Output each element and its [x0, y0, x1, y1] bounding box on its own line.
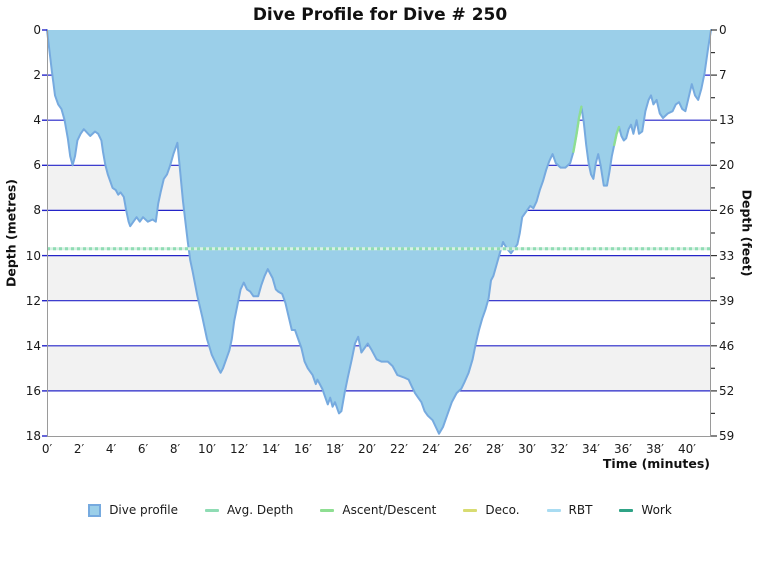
legend-swatch-line	[463, 508, 478, 512]
x-tick-label: 32′	[550, 442, 568, 456]
x-tick-label: 16′	[294, 442, 312, 456]
x-tick-label: 10′	[198, 442, 216, 456]
y-left-tick-label: 0	[33, 23, 41, 37]
y-right-tick-label: 33	[719, 248, 735, 263]
y-left-axis-label: Depth (metres)	[3, 178, 19, 288]
y-right-tick-label: 46	[719, 338, 735, 353]
y-right-tick-label: 59	[719, 429, 735, 443]
y-left-tick-label: 4	[33, 113, 41, 128]
y-left-tick-label: 6	[33, 158, 41, 173]
legend-swatch-line	[204, 508, 219, 512]
x-tick-label: 26′	[454, 442, 472, 456]
x-tick-label: 22′	[390, 442, 408, 456]
x-axis-label: Time (minutes)	[602, 456, 710, 471]
legend-item-rbt: RBT	[546, 503, 593, 517]
legend-item-dive-profile: Dive profile	[88, 503, 178, 517]
y-left-tick-label: 16	[25, 383, 41, 398]
x-tick-label: 24′	[422, 442, 440, 456]
x-tick-label: 28′	[486, 442, 504, 456]
y-right-tick-label: 13	[719, 113, 735, 128]
legend-item-deco: Deco.	[463, 503, 520, 517]
y-left-tick-label: 14	[25, 338, 41, 353]
x-tick-label: 2′	[73, 442, 85, 456]
legend-swatch-line	[546, 508, 561, 512]
page-title: Dive Profile for Dive # 250	[252, 5, 508, 25]
x-tick-label: 18′	[326, 442, 344, 456]
legend-item-ascent-descent: Ascent/Descent	[320, 503, 436, 517]
y-right-tick-label: 0	[719, 23, 727, 37]
y-right-tick-label: 20	[719, 158, 735, 173]
legend-label: Dive profile	[109, 503, 178, 517]
legend-label: Ascent/Descent	[342, 503, 437, 517]
dive-profile-chart: Dive Profile for Dive # 250 Time (minute…	[3, 5, 755, 471]
y-left-tick-label: 2	[33, 68, 41, 83]
y-right-tick-label: 26	[719, 203, 735, 218]
y-left-tick-label: 8	[33, 203, 41, 218]
y-left-tick-label: 10	[25, 248, 41, 263]
dive-profile-plot-svg	[42, 29, 717, 437]
legend: Dive profile Avg. Depth Ascent/Descent Deco…	[0, 503, 760, 517]
plot-area	[42, 29, 717, 437]
y-right-tick-label: 39	[719, 293, 735, 308]
y-left-tick-label: 12	[25, 293, 41, 308]
x-tick-label: 20′	[358, 442, 376, 456]
x-tick-label: 4′	[105, 442, 117, 456]
x-tick-label: 6′	[137, 442, 149, 456]
x-tick-label: 34′	[582, 442, 600, 456]
legend-label: RBT	[568, 503, 593, 517]
legend-swatch-square	[88, 503, 102, 517]
x-tick-label: 40′	[678, 442, 696, 456]
y-right-tick-label: 52	[719, 383, 735, 398]
x-tick-label: 12′	[230, 442, 248, 456]
x-tick-label: 8′	[169, 442, 181, 456]
x-tick-label: 30′	[518, 442, 536, 456]
x-tick-label: 38′	[646, 442, 664, 456]
y-right-tick-label: 7	[719, 68, 727, 83]
legend-item-avg-depth: Avg. Depth	[204, 503, 294, 517]
x-tick-label: 14′	[262, 442, 280, 456]
x-tick-label: 36′	[614, 442, 632, 456]
legend-swatch-line	[619, 508, 634, 512]
legend-swatch-line	[320, 508, 335, 512]
legend-label: Avg. Depth	[226, 503, 294, 517]
legend-item-work: Work	[619, 503, 672, 517]
y-left-tick-label: 18	[25, 429, 41, 443]
legend-label: Deco.	[485, 503, 520, 517]
x-tick-label: 0′	[41, 442, 53, 456]
legend-label: Work	[641, 503, 672, 517]
